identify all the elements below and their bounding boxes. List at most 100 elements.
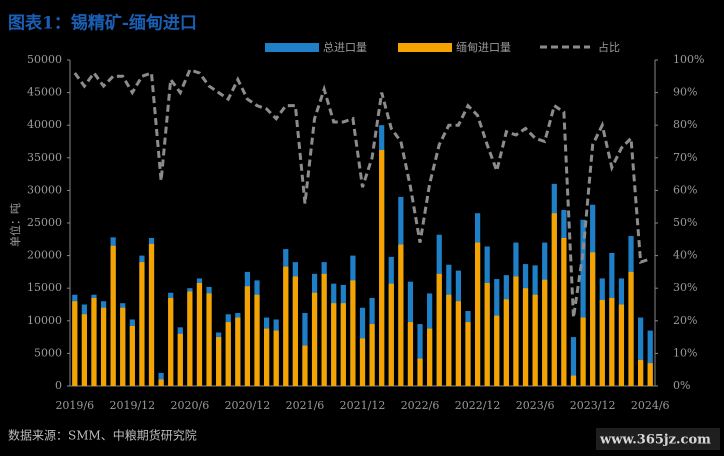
bar [244,286,251,386]
bar [369,324,375,386]
x-tick-label: 2023/12 [570,399,616,412]
bar [455,301,462,386]
bar [120,307,126,386]
bar [599,299,605,386]
bar [532,294,538,386]
bar [340,303,346,386]
bar [321,273,327,386]
bar [168,297,174,386]
bar [609,297,615,386]
bar [388,283,394,386]
bar [216,337,222,386]
y2-tick-label: 80% [673,118,697,131]
bar [628,271,634,386]
bar [561,237,567,386]
bar [196,282,203,386]
share-line [73,67,651,318]
y2-tick-label: 60% [673,183,697,196]
bar [81,314,87,386]
x-tick-label: 2020/12 [225,399,271,412]
y2-tick-label: 70% [673,151,697,164]
bar [302,345,308,386]
bar [91,297,97,386]
bar [225,322,231,386]
legend-label: 总进口量 [323,40,367,54]
x-tick-label: 2022/12 [455,399,501,412]
y-tick-label: 25000 [27,216,62,229]
legend-swatch [398,43,452,52]
bar [427,328,433,386]
bar [417,324,423,386]
bar [379,149,385,386]
y2-tick-label: 20% [673,314,697,327]
y2-tick-label: 50% [673,216,697,229]
bar [618,304,625,386]
bar [474,242,481,386]
bar [292,276,298,386]
bar [503,299,509,386]
bar [417,358,423,386]
x-tick-label: 2021/12 [340,399,386,412]
y-tick-label: 15000 [27,281,62,294]
chart-title: 图表1：锡精矿-缅甸进口 [8,13,197,34]
x-tick-label: 2019/12 [109,399,155,412]
y2-tick-label: 0% [673,379,690,392]
y-axis-label: 单位：吨 [8,203,22,247]
y-tick-label: 30000 [27,183,62,196]
y2-tick-label: 100% [673,53,704,66]
bar [110,245,116,386]
bar [206,293,212,386]
bar [542,279,548,386]
bar [158,379,164,386]
bar [331,303,337,386]
bar [398,244,404,386]
bar [522,288,529,386]
bar [407,322,414,386]
bar [359,338,366,386]
bar [465,322,471,386]
bar [311,292,318,386]
bar [436,273,442,386]
bar [129,326,135,386]
bar [158,372,164,386]
bar [590,252,596,386]
legend-label: 缅甸进口量 [456,40,511,54]
bar [100,307,107,386]
x-tick-label: 2020/6 [171,399,210,412]
x-tick-label: 2021/6 [286,399,325,412]
y2-tick-label: 90% [673,86,697,99]
bar [647,363,653,386]
bar [570,375,577,386]
y-tick-label: 20000 [27,249,62,262]
bar [446,294,452,386]
bar [638,317,644,386]
y2-tick-label: 30% [673,281,697,294]
x-tick-label: 2022/6 [401,399,440,412]
y-tick-label: 5000 [34,346,62,359]
bar [350,280,356,386]
legend-swatch [265,43,319,52]
bar [187,291,193,386]
y-tick-label: 0 [55,379,62,392]
y-tick-label: 35000 [27,151,62,164]
y-tick-label: 40000 [27,118,62,131]
bar [263,328,270,386]
bar [177,333,183,386]
watermark: www.365jz.com [599,433,711,448]
bar [139,262,145,386]
legend-label: 占比 [598,40,620,54]
bar [273,330,279,386]
y-tick-label: 50000 [27,53,62,66]
bar [513,276,519,386]
y-tick-label: 10000 [27,314,62,327]
y-tick-label: 45000 [27,86,62,99]
y2-tick-label: 40% [673,249,697,262]
bar [494,315,500,386]
x-tick-label: 2019/6 [55,399,94,412]
bar [235,317,241,386]
bar [283,266,289,386]
bar [254,294,260,386]
bar [72,301,78,386]
bar [570,337,577,386]
